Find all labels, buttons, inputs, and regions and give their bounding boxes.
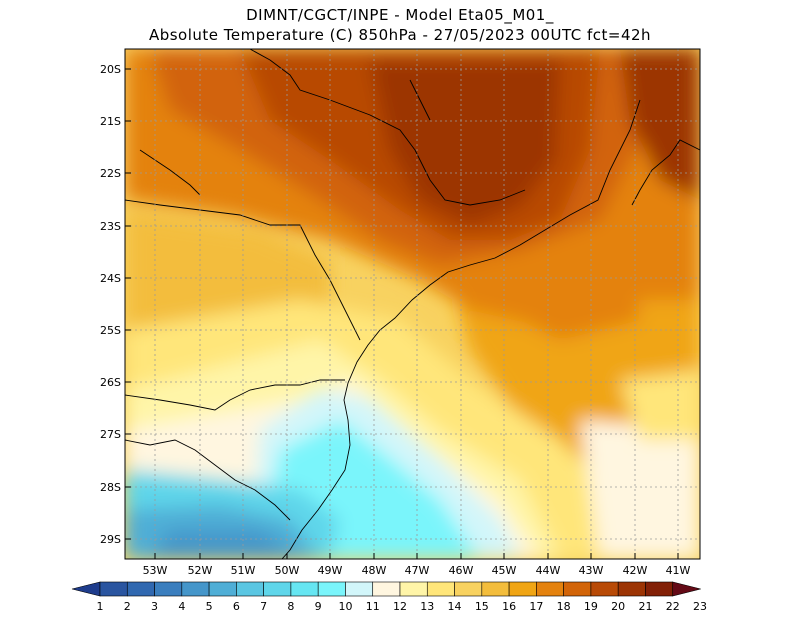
lon-label: 41W [666,564,691,577]
colorbar: 1 2 3 4 5 6 7 8 9 10 11 12 13 14 15 16 17 18 19 20 21 22 23 [71,581,707,613]
lon-label: 53W [143,564,168,577]
colorbar-label: 17 [529,600,543,613]
colorbar-label: 2 [124,600,131,613]
lon-label: 42W [623,564,648,577]
colorbar-segment [126,581,155,597]
lon-label: 43W [579,564,604,577]
colorbar-label: 3 [151,600,158,613]
lon-label: 49W [318,564,343,577]
colorbar-arrow-left [71,581,101,597]
colorbar-segment [536,581,564,597]
lat-label: 20S [100,63,121,76]
colorbar-segment [617,581,646,597]
temperature-field [125,49,700,559]
colorbar-segment [99,581,128,597]
colorbar-segment [508,581,537,597]
lon-label: 47W [405,564,430,577]
latitude-labels: 20S 21S 22S 23S 24S 25S 26S 27S 28S 29S [100,63,121,546]
map-title-line-2: Absolute Temperature (C) 850hPa - 27/05/… [148,26,652,44]
colorbar-label: 4 [178,600,185,613]
colorbar-segment [426,581,455,597]
colorbar-label: 8 [287,600,294,613]
map-frame [124,48,701,560]
colorbar-segment [317,581,346,597]
colorbar-label: 19 [584,600,598,613]
lon-label: 51W [231,564,256,577]
colorbar-arrow-right [672,581,701,597]
colorbar-segment [372,581,401,597]
map-boundaries [125,49,700,559]
colorbar-segment [590,581,619,597]
colorbar-label: 12 [393,600,407,613]
colorbar-segment [290,581,319,597]
graticule [125,49,700,559]
colorbar-segment [454,581,483,597]
colorbar-segment [236,581,264,597]
lon-label: 44W [536,564,561,577]
lat-label: 26S [100,376,121,389]
colorbar-label: 6 [233,600,240,613]
colorbar-label: 11 [366,600,380,613]
colorbar-label: 18 [557,600,571,613]
colorbar-segment [563,581,592,597]
lat-label: 28S [100,481,121,494]
colorbar-segment [481,581,510,597]
colorbar-label: 10 [338,600,352,613]
colorbar-segment [645,581,674,597]
lon-label: 46W [449,564,474,577]
colorbar-segment [263,581,292,597]
lat-label: 25S [100,324,121,337]
colorbar-segment [345,581,374,597]
colorbar-label: 1 [97,600,104,613]
colorbar-label: 22 [666,600,680,613]
colorbar-label: 14 [448,600,462,613]
lon-label: 45W [492,564,517,577]
colorbar-label: 15 [475,600,489,613]
colorbar-label: 20 [611,600,625,613]
colorbar-segment [181,581,210,597]
lat-label: 21S [100,115,121,128]
lon-label: 50W [275,564,300,577]
longitude-labels: 53W 52W 51W 50W 49W 48W 47W 46W 45W 44W … [143,564,691,577]
colorbar-label: 9 [315,600,322,613]
colorbar-label: 23 [693,600,707,613]
lon-label: 52W [188,564,213,577]
axis-ticks [125,68,679,559]
colorbar-label: 7 [260,600,267,613]
colorbar-label: 5 [206,600,213,613]
lat-label: 23S [100,220,121,233]
lat-label: 22S [100,167,121,180]
colorbar-label: 16 [502,600,516,613]
colorbar-label: 21 [638,600,652,613]
lat-label: 24S [100,272,121,285]
lat-label: 29S [100,533,121,546]
map-title-line-1: DIMNT/CGCT/INPE - Model Eta05_M01_ [246,6,554,24]
lat-label: 27S [100,428,121,441]
colorbar-label: 13 [420,600,434,613]
colorbar-segment [154,581,183,597]
colorbar-segment [208,581,237,597]
lon-label: 48W [362,564,387,577]
colorbar-segment [399,581,428,597]
